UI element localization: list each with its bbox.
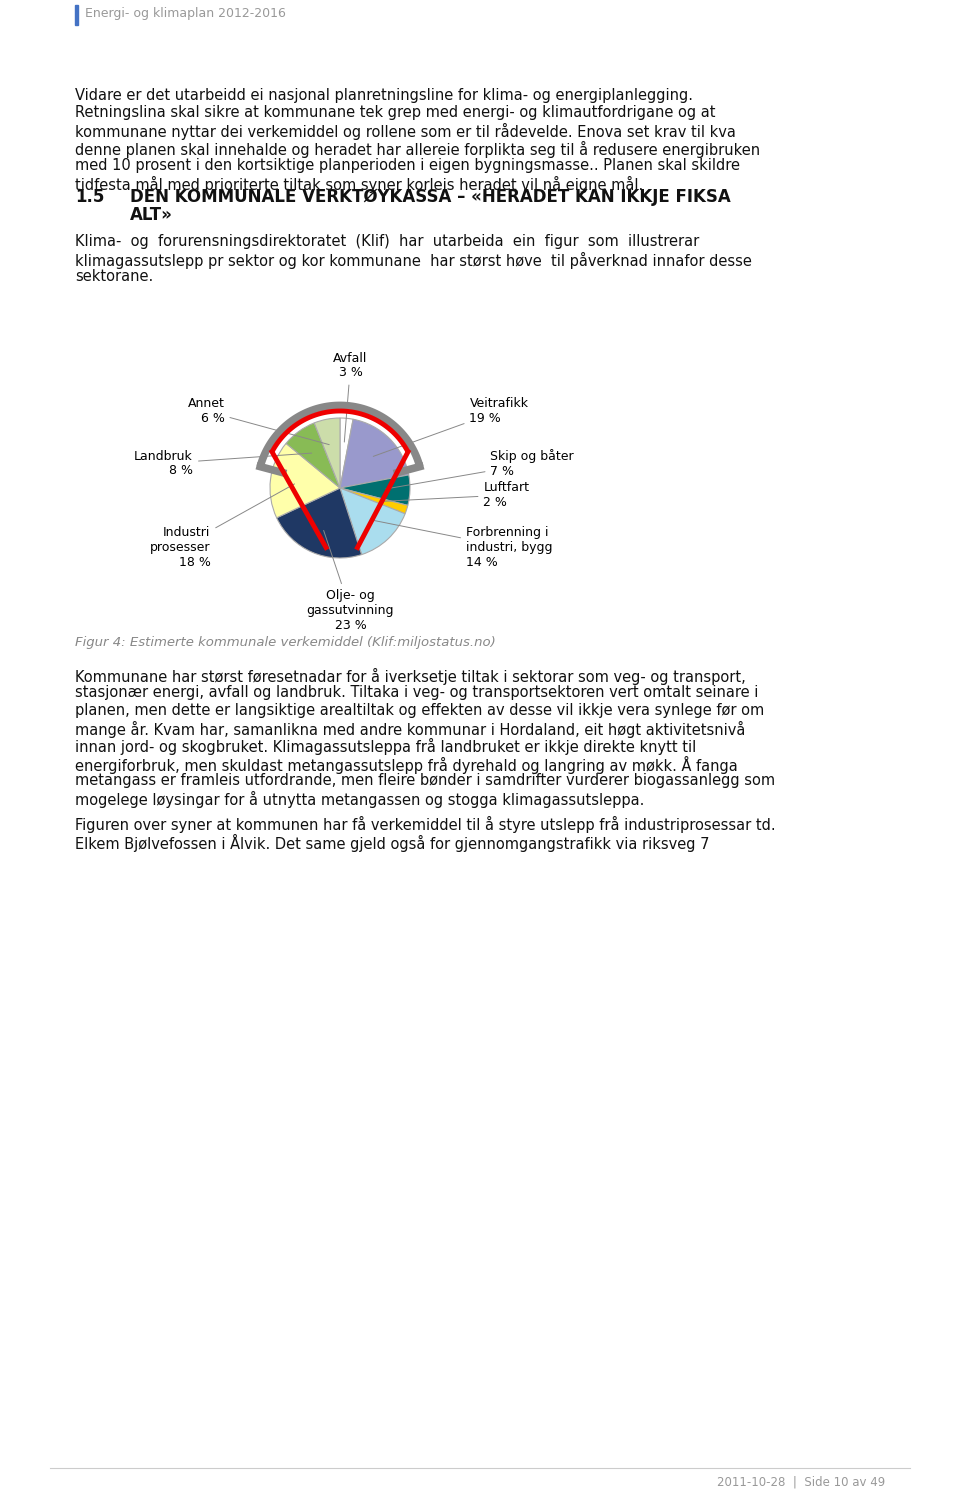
Text: 1.5: 1.5 [75, 189, 105, 207]
Text: Veitrafikk
19 %: Veitrafikk 19 % [373, 397, 529, 457]
Wedge shape [340, 488, 408, 514]
Text: Annet
6 %: Annet 6 % [187, 397, 329, 445]
Text: 2011-10-28  |  Side 10 av 49: 2011-10-28 | Side 10 av 49 [717, 1476, 885, 1489]
Text: Avfall
3 %: Avfall 3 % [333, 352, 368, 442]
Text: innan jord- og skogbruket. Klimagassutsleppa frå landbruket er ikkje direkte kny: innan jord- og skogbruket. Klimagassutsl… [75, 739, 696, 755]
Text: Vidare er det utarbeidd ei nasjonal planretningsline for klima- og energiplanleg: Vidare er det utarbeidd ei nasjonal plan… [75, 88, 693, 103]
Wedge shape [340, 488, 405, 554]
Text: tidfesta mål med prioriterte tiltak som syner korleis heradet vil nå eigne mål.: tidfesta mål med prioriterte tiltak som … [75, 175, 643, 193]
Text: Olje- og
gassutvinning
23 %: Olje- og gassutvinning 23 % [307, 530, 395, 632]
Text: mogelege løysingar for å utnytta metangassen og stogga klimagassutsleppa.: mogelege løysingar for å utnytta metanga… [75, 791, 644, 807]
Text: Klima-  og  forurensningsdirektoratet  (Klif)  har  utarbeida  ein  figur  som  : Klima- og forurensningsdirektoratet (Kli… [75, 234, 699, 249]
Text: Industri
prosesser
18 %: Industri prosesser 18 % [150, 484, 295, 569]
Text: Skip og båter
7 %: Skip og båter 7 % [386, 449, 574, 488]
Text: Retningslina skal sikre at kommunane tek grep med energi- og klimautfordrigane o: Retningslina skal sikre at kommunane tek… [75, 105, 715, 120]
Wedge shape [340, 475, 410, 505]
Text: ALT»: ALT» [130, 207, 173, 225]
Wedge shape [340, 418, 353, 488]
Text: Kommunane har størst føresetnadar for å iverksetje tiltak i sektorar som veg- og: Kommunane har størst føresetnadar for å … [75, 668, 746, 685]
Text: kommunane nyttar dei verkemiddel og rollene som er til rådevelde. Enova set krav: kommunane nyttar dei verkemiddel og roll… [75, 123, 736, 139]
Text: klimagassutslepp pr sektor og kor kommunane  har størst høve  til påverknad inna: klimagassutslepp pr sektor og kor kommun… [75, 252, 752, 268]
Text: Forbrenning i
industri, bygg
14 %: Forbrenning i industri, bygg 14 % [372, 520, 553, 569]
Text: metangass er framleis utfordrande, men fleire bønder i samdrifter vurderer bioga: metangass er framleis utfordrande, men f… [75, 773, 775, 788]
Text: Figur 4: Estimerte kommunale verkemiddel (Klif:miljostatus.no): Figur 4: Estimerte kommunale verkemiddel… [75, 637, 495, 649]
Text: med 10 prosent i den kortsiktige planperioden i eigen bygningsmasse.. Planen ska: med 10 prosent i den kortsiktige planper… [75, 157, 740, 172]
Wedge shape [286, 422, 340, 488]
Text: denne planen skal innehalde og heradet har allereie forplikta seg til å redusere: denne planen skal innehalde og heradet h… [75, 141, 760, 157]
Text: Luftfart
2 %: Luftfart 2 % [384, 481, 530, 509]
Text: energiforbruk, men skuldast metangassutslepp frå dyrehald og langring av møkk. Å: energiforbruk, men skuldast metangassuts… [75, 755, 737, 773]
Wedge shape [340, 419, 409, 488]
Wedge shape [270, 443, 340, 518]
Text: DEN KOMMUNALE VERKTØYKASSA – «HERADET KAN IKKJE FIKSA: DEN KOMMUNALE VERKTØYKASSA – «HERADET KA… [130, 189, 731, 207]
Text: Energi- og klimaplan 2012-2016: Energi- og klimaplan 2012-2016 [85, 7, 286, 19]
Bar [75, 4, 78, 25]
Wedge shape [314, 418, 340, 488]
Text: Figuren over syner at kommunen har få verkemiddel til å styre utslepp frå indust: Figuren over syner at kommunen har få ve… [75, 816, 776, 833]
Text: planen, men dette er langsiktige arealtiltak og effekten av desse vil ikkje vera: planen, men dette er langsiktige arealti… [75, 703, 764, 718]
Text: Elkem Bjølvefossen i Ålvik. Det same gjeld også for gjennomgangstrafikk via riks: Elkem Bjølvefossen i Ålvik. Det same gje… [75, 833, 709, 851]
Text: sektorane.: sektorane. [75, 270, 154, 285]
Text: mange år. Kvam har, samanlikna med andre kommunar i Hordaland, eit høgt aktivite: mange år. Kvam har, samanlikna med andre… [75, 721, 745, 737]
Text: stasjonær energi, avfall og landbruk. Tiltaka i veg- og transportsektoren vert o: stasjonær energi, avfall og landbruk. Ti… [75, 686, 758, 701]
Text: Landbruk
8 %: Landbruk 8 % [134, 449, 312, 478]
Wedge shape [276, 488, 362, 557]
